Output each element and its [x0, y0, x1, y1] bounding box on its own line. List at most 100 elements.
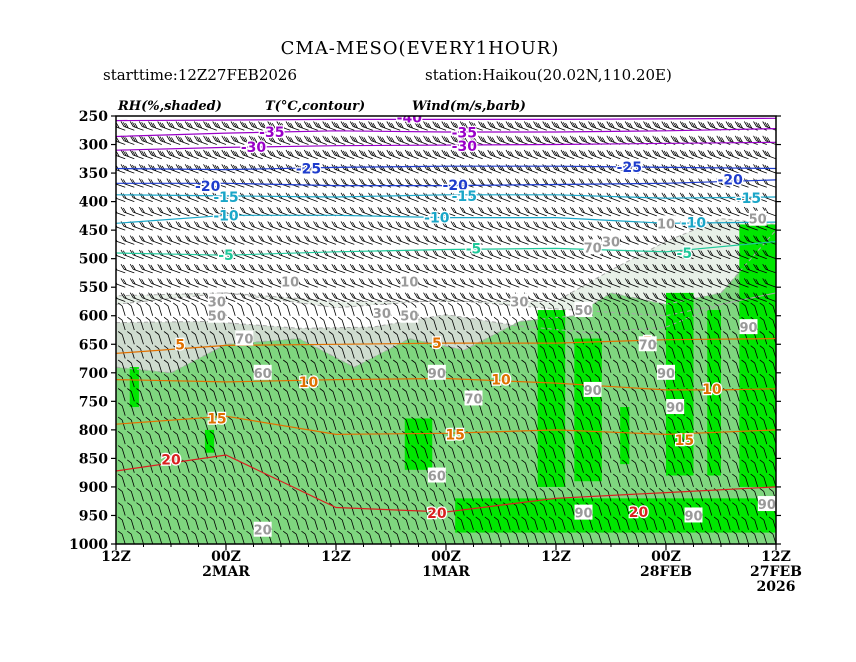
wind-barb: [120, 135, 135, 145]
wind-barb: [588, 149, 602, 160]
wind-barb: [248, 278, 263, 288]
wind-barb: [457, 473, 465, 488]
wind-barb: [420, 445, 429, 459]
wind-barb: [163, 530, 172, 544]
wind-barb: [533, 164, 547, 174]
wind-barb: [551, 164, 566, 174]
wind-barb: [347, 331, 355, 345]
wind-barb: [273, 373, 282, 388]
wind-barb: [276, 149, 291, 160]
wind-barb: [640, 416, 649, 431]
temperature-contour-label: 15: [445, 427, 464, 443]
wind-barb: [145, 302, 154, 316]
wind-barb: [276, 135, 291, 145]
wind-barb: [496, 164, 511, 174]
wind-barb: [496, 121, 511, 131]
wind-barb: [340, 121, 355, 131]
wind-barb: [631, 445, 639, 459]
wind-barb: [386, 149, 401, 160]
rh-saturated-band: [455, 498, 776, 533]
wind-barb: [395, 292, 410, 302]
wind-barb: [411, 416, 419, 431]
wind-barb: [493, 488, 502, 502]
wind-barb: [413, 263, 428, 274]
wind-barb: [184, 149, 199, 160]
wind-barb: [732, 502, 740, 516]
wind-barb: [686, 445, 694, 459]
wind-barb: [218, 445, 227, 459]
wind-barb: [209, 473, 218, 488]
wind-barb: [368, 235, 382, 245]
wind-barb: [117, 473, 126, 488]
wind-barb: [725, 278, 740, 288]
wind-barb: [319, 302, 328, 316]
wind-barb: [255, 445, 264, 459]
wind-barb: [154, 530, 163, 544]
wind-barb: [459, 263, 474, 274]
wind-barb: [292, 331, 300, 345]
wind-barb: [677, 459, 685, 473]
wind-barb: [732, 445, 740, 459]
wind-barb: [704, 416, 713, 431]
wind-barb: [588, 206, 602, 217]
wind-barb: [166, 221, 181, 231]
wind-barb: [365, 488, 374, 502]
wind-barb: [637, 116, 639, 117]
wind-barb: [457, 530, 465, 544]
rh-label-box: [574, 504, 593, 520]
wind-barb: [337, 316, 346, 331]
wind-barb: [301, 416, 309, 431]
temperature-contour-label: 5: [432, 336, 442, 352]
wind-barb: [722, 302, 731, 316]
temperature-contour-label: -5: [466, 241, 482, 257]
wind-barb: [313, 278, 327, 288]
wind-barb: [597, 221, 612, 231]
wind-barb: [679, 206, 694, 217]
wind-barb: [248, 221, 263, 231]
wind-barb: [218, 402, 227, 416]
wind-barb: [337, 516, 346, 530]
wind-barb: [521, 530, 529, 544]
wind-barb: [389, 116, 391, 117]
wind-barb: [347, 530, 355, 544]
wind-barb: [172, 388, 181, 402]
wind-barb: [116, 457, 117, 459]
wind-barb: [741, 459, 749, 473]
wind-barb: [120, 235, 135, 245]
wind-barb: [545, 116, 547, 117]
wind-barb: [548, 402, 557, 416]
wind-barb: [450, 292, 465, 302]
wind-barb: [237, 402, 245, 416]
wind-barb: [200, 331, 209, 345]
wind-barb: [475, 488, 484, 502]
wind-barb: [255, 402, 264, 416]
wind-barb: [468, 235, 483, 245]
wind-barb: [120, 164, 135, 174]
wind-barb: [248, 135, 263, 145]
rh-label-box: [253, 364, 272, 380]
wind-barb: [365, 345, 374, 359]
wind-barb: [374, 345, 383, 359]
wind-barb: [487, 263, 502, 274]
wind-barb: [154, 402, 163, 416]
wind-barb: [374, 473, 383, 488]
wind-barb: [743, 292, 758, 302]
wind-barb: [640, 445, 649, 459]
wind-barb: [292, 373, 300, 388]
wind-barb: [258, 149, 272, 160]
wind-barb: [459, 249, 474, 260]
wind-barb: [301, 430, 309, 445]
wind-barb: [429, 316, 438, 331]
wind-barb: [585, 416, 594, 431]
wind-barb: [594, 473, 603, 488]
wind-barb: [447, 445, 456, 459]
wind-barb: [347, 416, 355, 431]
rh-label-box: [583, 239, 602, 255]
wind-barb: [487, 149, 502, 160]
wind-barb: [172, 373, 181, 388]
wind-barb: [301, 302, 309, 316]
wind-barb: [399, 116, 401, 117]
wind-barb: [310, 530, 319, 544]
wind-barb: [184, 292, 199, 302]
wind-barb: [154, 316, 163, 331]
